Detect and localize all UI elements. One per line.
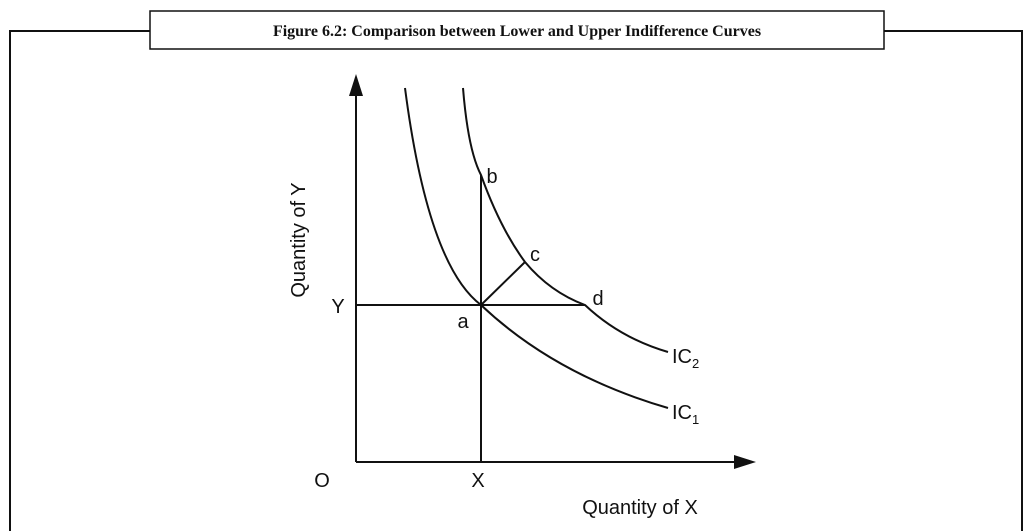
curve-label-sub: 1: [692, 412, 699, 427]
diagonal-line: [480, 261, 526, 306]
title-box: [149, 10, 885, 50]
ic2-curve: [462, 87, 669, 353]
curve-label-main: IC: [672, 402, 692, 424]
curve-label: IC1: [672, 402, 699, 427]
point-label: b: [486, 166, 497, 188]
point-label: c: [530, 244, 540, 266]
y-arrow: [349, 74, 363, 96]
origin-label: O: [314, 470, 330, 492]
frame: [9, 30, 1023, 531]
point-label: a: [457, 311, 469, 333]
point-label: d: [592, 288, 603, 310]
figure-title: Figure 6.2: Comparison between Lower and…: [273, 23, 761, 40]
x-arrow: [734, 455, 756, 469]
curve-label: IC2: [672, 346, 699, 371]
y-mark: Y: [331, 296, 344, 318]
curve-label-sub: 2: [692, 356, 699, 371]
curve-label-main: IC: [672, 346, 692, 368]
x-axis-label: Quantity of X: [582, 497, 698, 519]
ic1-curve: [404, 87, 669, 409]
y-axis-label: Quantity of Y: [288, 182, 310, 297]
x-mark: X: [471, 470, 484, 492]
